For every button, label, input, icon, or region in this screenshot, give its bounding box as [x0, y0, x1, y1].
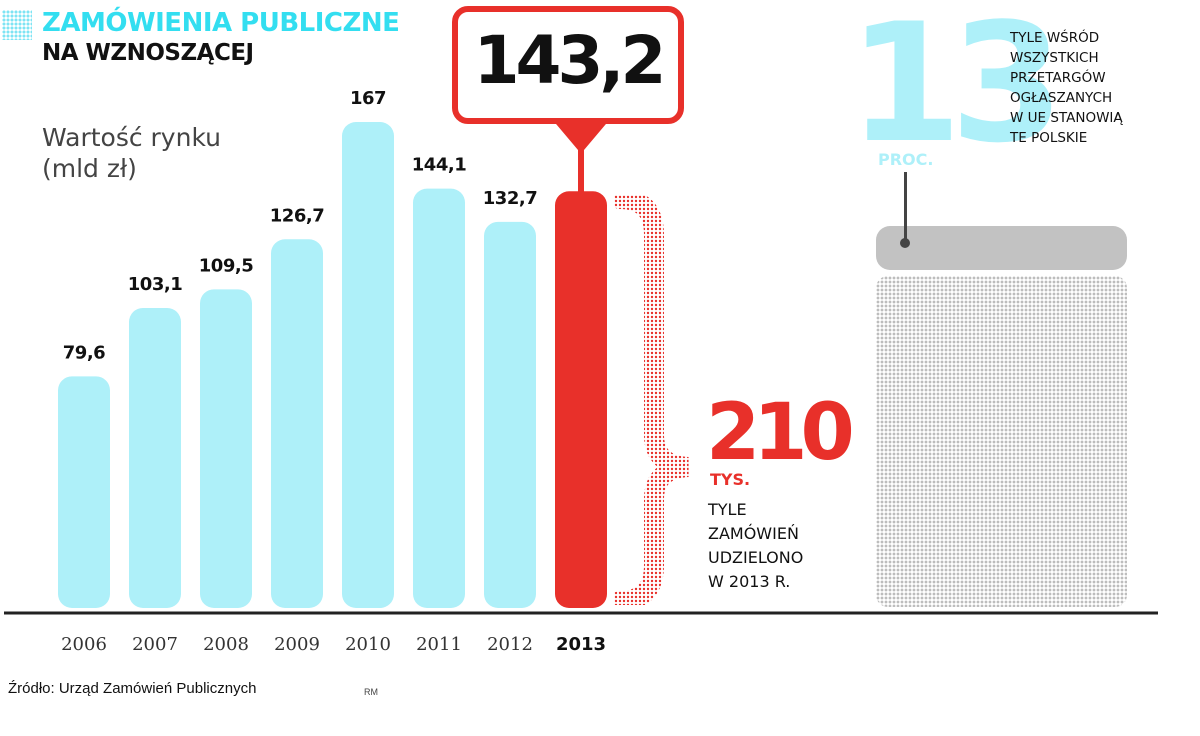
share-stat-caption: TYLE WŚRÓD WSZYSTKICH PRZETARGÓW OGŁASZA…: [1010, 28, 1190, 148]
pointer-line: [904, 172, 907, 244]
x-tick-label: 2008: [203, 634, 249, 655]
share-caption-line: OGŁASZANYCH: [1010, 90, 1113, 106]
chart-title: ZAMÓWIENIA PUBLICZNE: [42, 8, 400, 38]
eu-tenders-block: [876, 276, 1127, 607]
data-label: 167: [350, 88, 386, 109]
bar: [200, 289, 252, 608]
title-dots-icon: [2, 10, 32, 40]
callout-value: 143,2: [473, 22, 667, 99]
share-caption-line: PRZETARGÓW: [1010, 70, 1106, 86]
x-tick-label: 2009: [274, 634, 320, 655]
y-axis-label-line2: (mld zł): [42, 154, 137, 183]
bar: [342, 122, 394, 608]
data-label: 144,1: [412, 155, 466, 176]
share-caption-line: WSZYSTKICH: [1010, 50, 1099, 66]
y-axis-label: Wartość rynku (mld zł): [42, 122, 272, 184]
x-tick-label: 2013: [556, 634, 606, 655]
orders-caption-line: TYLE: [708, 500, 747, 519]
share-caption-line: TE POLSKIE: [1010, 130, 1088, 146]
data-label: 103,1: [128, 274, 182, 295]
orders-caption-line: UDZIELONO: [708, 548, 804, 567]
x-tick-label: 2007: [132, 634, 178, 655]
bar: [555, 191, 607, 608]
x-tick-label: 2012: [487, 634, 533, 655]
x-tick-label: 2011: [416, 634, 462, 655]
callout-box: [452, 6, 684, 124]
poland-share-bar: [876, 226, 1127, 270]
data-label: 79,6: [63, 342, 105, 363]
orders-caption-line: W 2013 R.: [708, 572, 791, 591]
bar: [413, 188, 465, 608]
orders-stat-caption: TYLE ZAMÓWIEŃ UDZIELONO W 2013 R.: [708, 498, 858, 594]
data-label: 109,5: [199, 255, 253, 276]
share-caption-line: TYLE WŚRÓD: [1010, 30, 1100, 46]
bar: [271, 239, 323, 608]
x-tick-label: 2006: [61, 634, 107, 655]
author-credit: RM: [364, 687, 378, 697]
bar: [484, 221, 536, 609]
bar: [58, 376, 110, 608]
share-stat-unit: PROC.: [878, 150, 934, 169]
callout-pointer: [551, 118, 611, 195]
data-label: 132,7: [483, 188, 537, 209]
y-axis-label-line1: Wartość rynku: [42, 123, 222, 152]
share-stat-value: 13: [848, 0, 1064, 179]
orders-stat-value: 210: [706, 388, 855, 478]
orders-stat-unit: TYS.: [710, 470, 751, 489]
dotted-brace-icon: [614, 195, 690, 605]
source-note: Źródło: Urząd Zamówień Publicznych: [8, 680, 257, 697]
share-caption-line: W UE STANOWIĄ: [1010, 110, 1123, 126]
x-tick-label: 2010: [345, 634, 391, 655]
bar: [129, 307, 181, 608]
data-label: 126,7: [270, 205, 324, 226]
chart-subtitle: NA WZNOSZĄCEJ: [42, 40, 254, 66]
orders-caption-line: ZAMÓWIEŃ: [708, 524, 799, 543]
pointer-dot: [900, 238, 910, 248]
